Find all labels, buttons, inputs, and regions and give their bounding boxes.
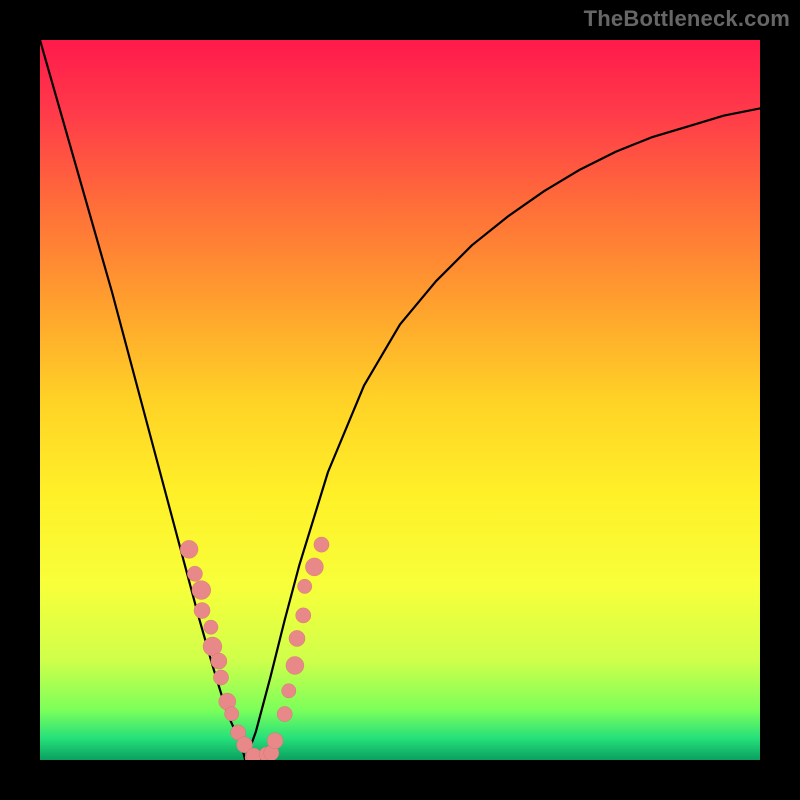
data-marker [213, 670, 228, 685]
data-marker [180, 540, 198, 558]
data-marker [286, 656, 304, 674]
data-marker [194, 602, 210, 618]
data-marker [282, 684, 296, 698]
data-marker [305, 558, 323, 576]
data-marker [192, 581, 211, 600]
data-marker [211, 653, 227, 669]
watermark-text: TheBottleneck.com [584, 6, 790, 32]
chart-frame: { "watermark": { "text": "TheBottleneck.… [0, 0, 800, 800]
data-marker [298, 579, 312, 593]
plot-area [40, 40, 760, 760]
data-marker [204, 620, 218, 634]
gradient-background [40, 40, 760, 760]
data-marker [277, 706, 292, 721]
data-marker [296, 608, 311, 623]
data-marker [289, 630, 305, 646]
data-marker [267, 733, 283, 749]
bottleneck-chart [40, 40, 760, 760]
data-marker [224, 707, 238, 721]
data-marker [314, 537, 329, 552]
data-marker [187, 566, 202, 581]
